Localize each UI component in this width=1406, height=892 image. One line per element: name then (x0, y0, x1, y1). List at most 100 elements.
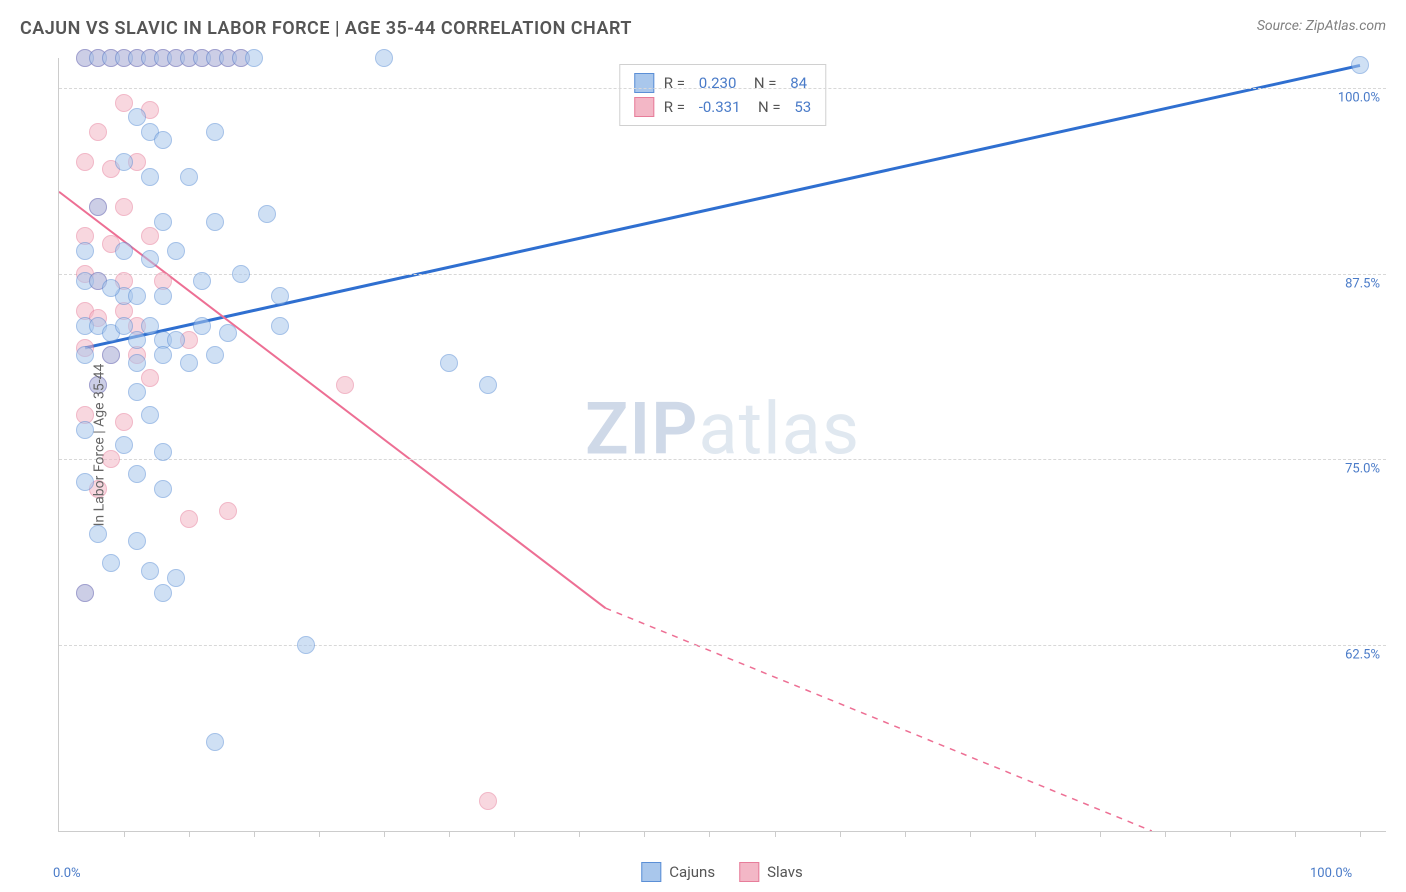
data-point (115, 198, 133, 216)
data-point (206, 213, 224, 231)
series-legend: Cajuns Slavs (641, 862, 802, 882)
data-point (76, 153, 94, 171)
xtick (775, 831, 776, 837)
xtick (514, 831, 515, 837)
data-point (154, 584, 172, 602)
data-point (141, 562, 159, 580)
chart-header: CAJUN VS SLAVIC IN LABOR FORCE | AGE 35-… (0, 0, 1406, 39)
data-point (206, 733, 224, 751)
data-point (219, 324, 237, 342)
stats-row-cajuns: R = 0.230 N = 84 (634, 71, 811, 95)
xtick (124, 831, 125, 837)
data-point (297, 636, 315, 654)
data-point (89, 123, 107, 141)
data-point (167, 242, 185, 260)
data-point (115, 317, 133, 335)
xtick (970, 831, 971, 837)
data-point (245, 49, 263, 67)
data-point (115, 436, 133, 454)
data-point (336, 376, 354, 394)
xtick (319, 831, 320, 837)
stat-r-slavs: -0.331 (699, 98, 741, 116)
data-point (258, 205, 276, 223)
data-point (1351, 56, 1369, 74)
data-point (154, 346, 172, 364)
plot-area: ZIPatlas R = 0.230 N = 84 R = -0.331 N =… (58, 58, 1386, 832)
data-point (440, 354, 458, 372)
data-point (154, 443, 172, 461)
stat-label-n: N = (751, 98, 785, 116)
data-point (115, 413, 133, 431)
chart-area: ZIPatlas R = 0.230 N = 84 R = -0.331 N =… (58, 58, 1386, 832)
data-point (141, 250, 159, 268)
stat-label-r: R = (664, 98, 689, 116)
ytick-label: 100.0% (1338, 90, 1380, 105)
gridline-h (59, 645, 1386, 646)
data-point (115, 242, 133, 260)
data-point (128, 108, 146, 126)
data-point (102, 279, 120, 297)
data-point (128, 532, 146, 550)
xtick (1035, 831, 1036, 837)
xtick (1165, 831, 1166, 837)
xtick-label: 100.0% (1310, 866, 1352, 881)
data-point (232, 265, 250, 283)
data-point (479, 376, 497, 394)
data-point (154, 480, 172, 498)
xtick (1100, 831, 1101, 837)
data-point (141, 317, 159, 335)
data-point (115, 153, 133, 171)
stat-label-r: R = (664, 74, 689, 92)
xtick (644, 831, 645, 837)
stat-label-n: N = (746, 74, 780, 92)
data-point (271, 287, 289, 305)
data-point (180, 168, 198, 186)
data-point (180, 510, 198, 528)
data-point (102, 346, 120, 364)
data-point (193, 272, 211, 290)
y-axis-label: In Labor Force | Age 35-44 (91, 364, 107, 527)
ytick-label: 62.5% (1345, 648, 1380, 663)
data-point (141, 227, 159, 245)
data-point (479, 792, 497, 810)
data-point (76, 584, 94, 602)
legend-label: Slavs (767, 863, 803, 881)
xtick (579, 831, 580, 837)
xtick (384, 831, 385, 837)
data-point (167, 331, 185, 349)
xtick (189, 831, 190, 837)
data-point (193, 317, 211, 335)
data-point (128, 331, 146, 349)
stat-n-cajuns: 84 (790, 74, 807, 92)
legend-label: Cajuns (669, 863, 715, 881)
data-point (76, 242, 94, 260)
xtick (1230, 831, 1231, 837)
xtick-label: 0.0% (53, 866, 81, 881)
data-point (206, 346, 224, 364)
xtick (254, 831, 255, 837)
data-point (180, 354, 198, 372)
data-point (128, 383, 146, 401)
ytick-label: 75.0% (1345, 462, 1380, 477)
gridline-h (59, 88, 1386, 89)
data-point (154, 131, 172, 149)
xtick (449, 831, 450, 837)
ytick-label: 87.5% (1345, 276, 1380, 291)
stat-r-cajuns: 0.230 (699, 74, 737, 92)
data-point (115, 94, 133, 112)
data-point (167, 569, 185, 587)
stats-row-slavs: R = -0.331 N = 53 (634, 95, 811, 119)
data-point (76, 346, 94, 364)
data-point (154, 213, 172, 231)
chart-title: CAJUN VS SLAVIC IN LABOR FORCE | AGE 35-… (20, 18, 632, 39)
data-point (141, 168, 159, 186)
data-point (271, 317, 289, 335)
data-point (219, 502, 237, 520)
legend-swatch (739, 862, 759, 882)
xtick (840, 831, 841, 837)
data-point (154, 287, 172, 305)
data-point (128, 354, 146, 372)
data-point (375, 49, 393, 67)
xtick (1295, 831, 1296, 837)
swatch-cajuns (634, 73, 654, 93)
